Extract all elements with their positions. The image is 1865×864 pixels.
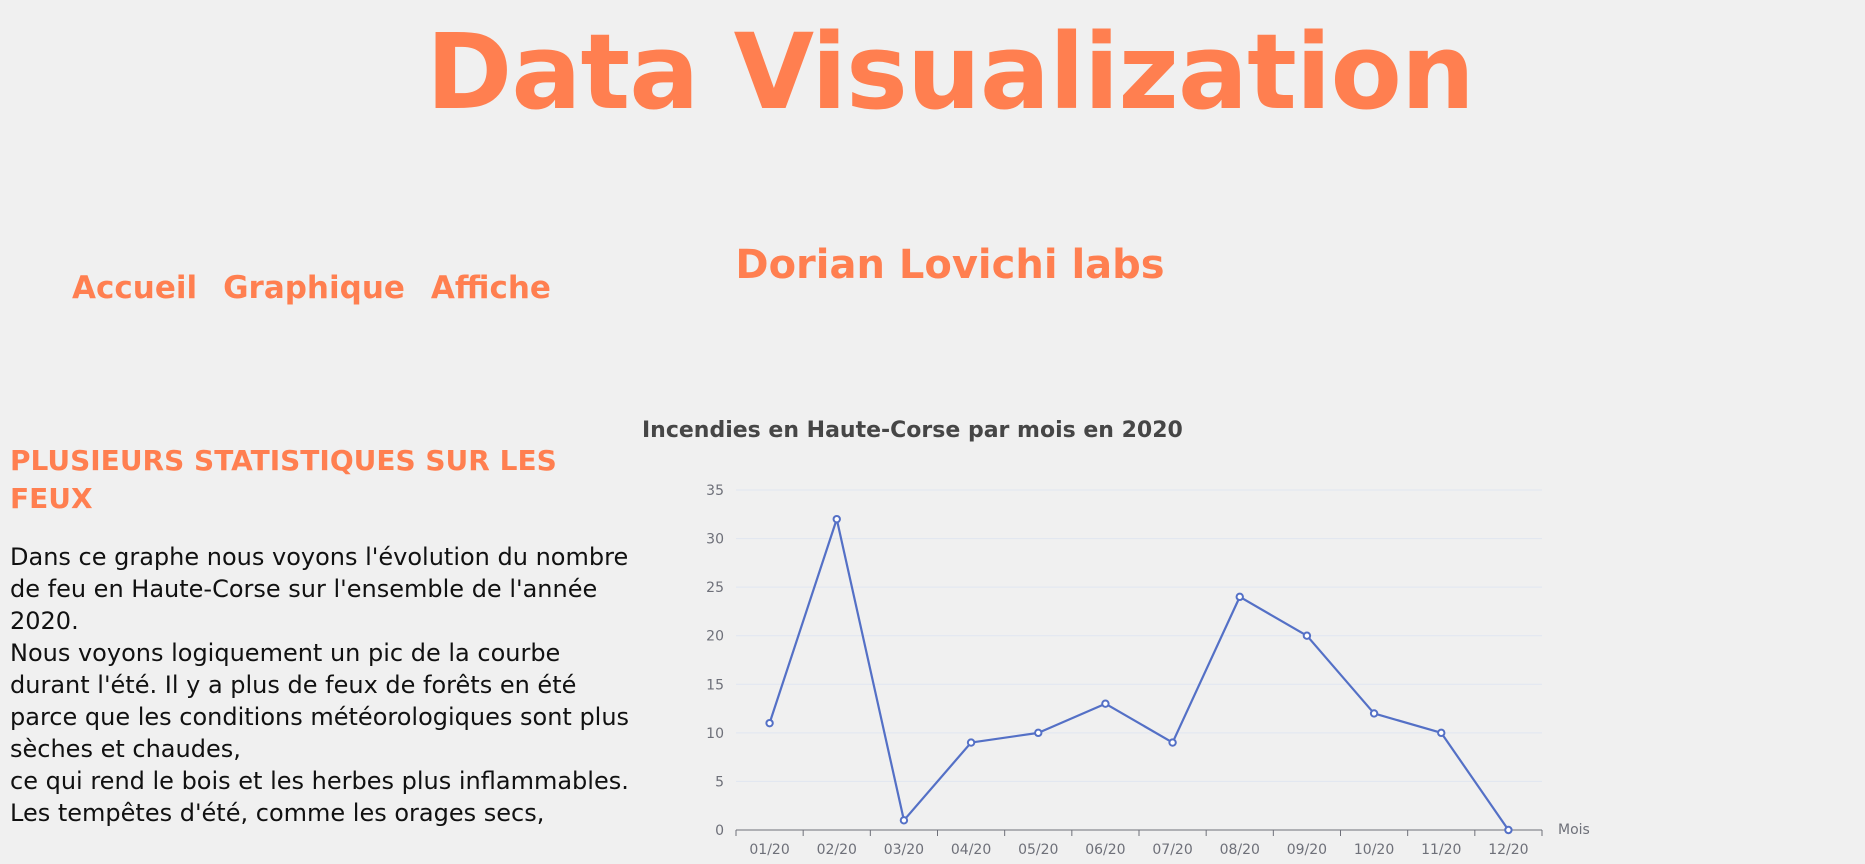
- nav-link-affiche[interactable]: Affiche: [430, 270, 551, 306]
- x-tick-label: 06/20: [1085, 842, 1125, 858]
- x-tick-label: 03/20: [884, 842, 924, 858]
- x-tick-label: 11/20: [1421, 842, 1461, 858]
- data-point: [1504, 825, 1513, 835]
- description-paragraph-4: Les tempêtes d'été, comme les orages sec…: [10, 799, 545, 827]
- data-point: [1034, 728, 1043, 738]
- x-tick-label: 10/20: [1354, 842, 1394, 858]
- nav-link-graphique[interactable]: Graphique: [223, 270, 405, 306]
- x-tick-label: 01/20: [749, 842, 789, 858]
- data-point: [1437, 728, 1446, 738]
- data-point: [1168, 738, 1177, 747]
- data-point: [1302, 631, 1312, 640]
- fire-chart: Incendies en Haute-Corse par mois en 202…: [630, 400, 1630, 864]
- description-paragraph-2: Nous voyons logiquement un pic de la cou…: [10, 639, 630, 763]
- description-text: Dans ce graphe nous voyons l'évolution d…: [10, 541, 630, 829]
- x-tick-label: 04/20: [951, 842, 991, 858]
- y-tick-label: 0: [715, 823, 724, 839]
- main-nav: Accueil Graphique Affiche: [72, 270, 551, 306]
- chart-title: Incendies en Haute-Corse par mois en 202…: [642, 418, 1183, 443]
- x-tick-label: 12/20: [1488, 842, 1528, 858]
- data-point: [832, 514, 841, 524]
- lab-name: Dorian Lovichi labs: [735, 242, 1165, 288]
- x-tick-label: 08/20: [1220, 842, 1260, 858]
- series-line: [768, 518, 1510, 831]
- data-point: [765, 718, 774, 728]
- y-tick-label: 15: [706, 677, 724, 693]
- site-title: Data Visualization: [426, 11, 1475, 133]
- data-point: [899, 816, 909, 825]
- x-tick-label: 07/20: [1152, 842, 1192, 858]
- nav-link-accueil[interactable]: Accueil: [72, 270, 198, 306]
- data-point: [1235, 592, 1244, 602]
- x-tick-label: 02/20: [817, 842, 857, 858]
- y-tick-label: 5: [715, 774, 724, 790]
- data-point: [1369, 709, 1379, 718]
- y-tick-label: 30: [706, 532, 724, 548]
- section-heading: PLUSIEURS STATISTIQUES SUR LES FEUX: [10, 444, 557, 515]
- y-tick-label: 35: [706, 483, 724, 499]
- y-tick-label: 20: [706, 629, 724, 645]
- y-tick-label: 25: [706, 580, 724, 596]
- chart-canvas: 0 5 10 15 20 25 30 35 01/20 02/20 03/20 04/20 05/20 0…: [706, 483, 1590, 858]
- y-tick-label: 10: [706, 726, 724, 742]
- x-axis-label: Mois: [1558, 822, 1590, 838]
- description-paragraph-1: Dans ce graphe nous voyons l'évolution d…: [10, 543, 629, 635]
- data-point: [966, 738, 976, 747]
- data-point: [1101, 699, 1110, 708]
- x-tick-label: 05/20: [1018, 842, 1058, 858]
- description-paragraph-3: ce qui rend le bois et les herbes plus i…: [10, 767, 629, 795]
- x-tick-label: 09/20: [1287, 842, 1327, 858]
